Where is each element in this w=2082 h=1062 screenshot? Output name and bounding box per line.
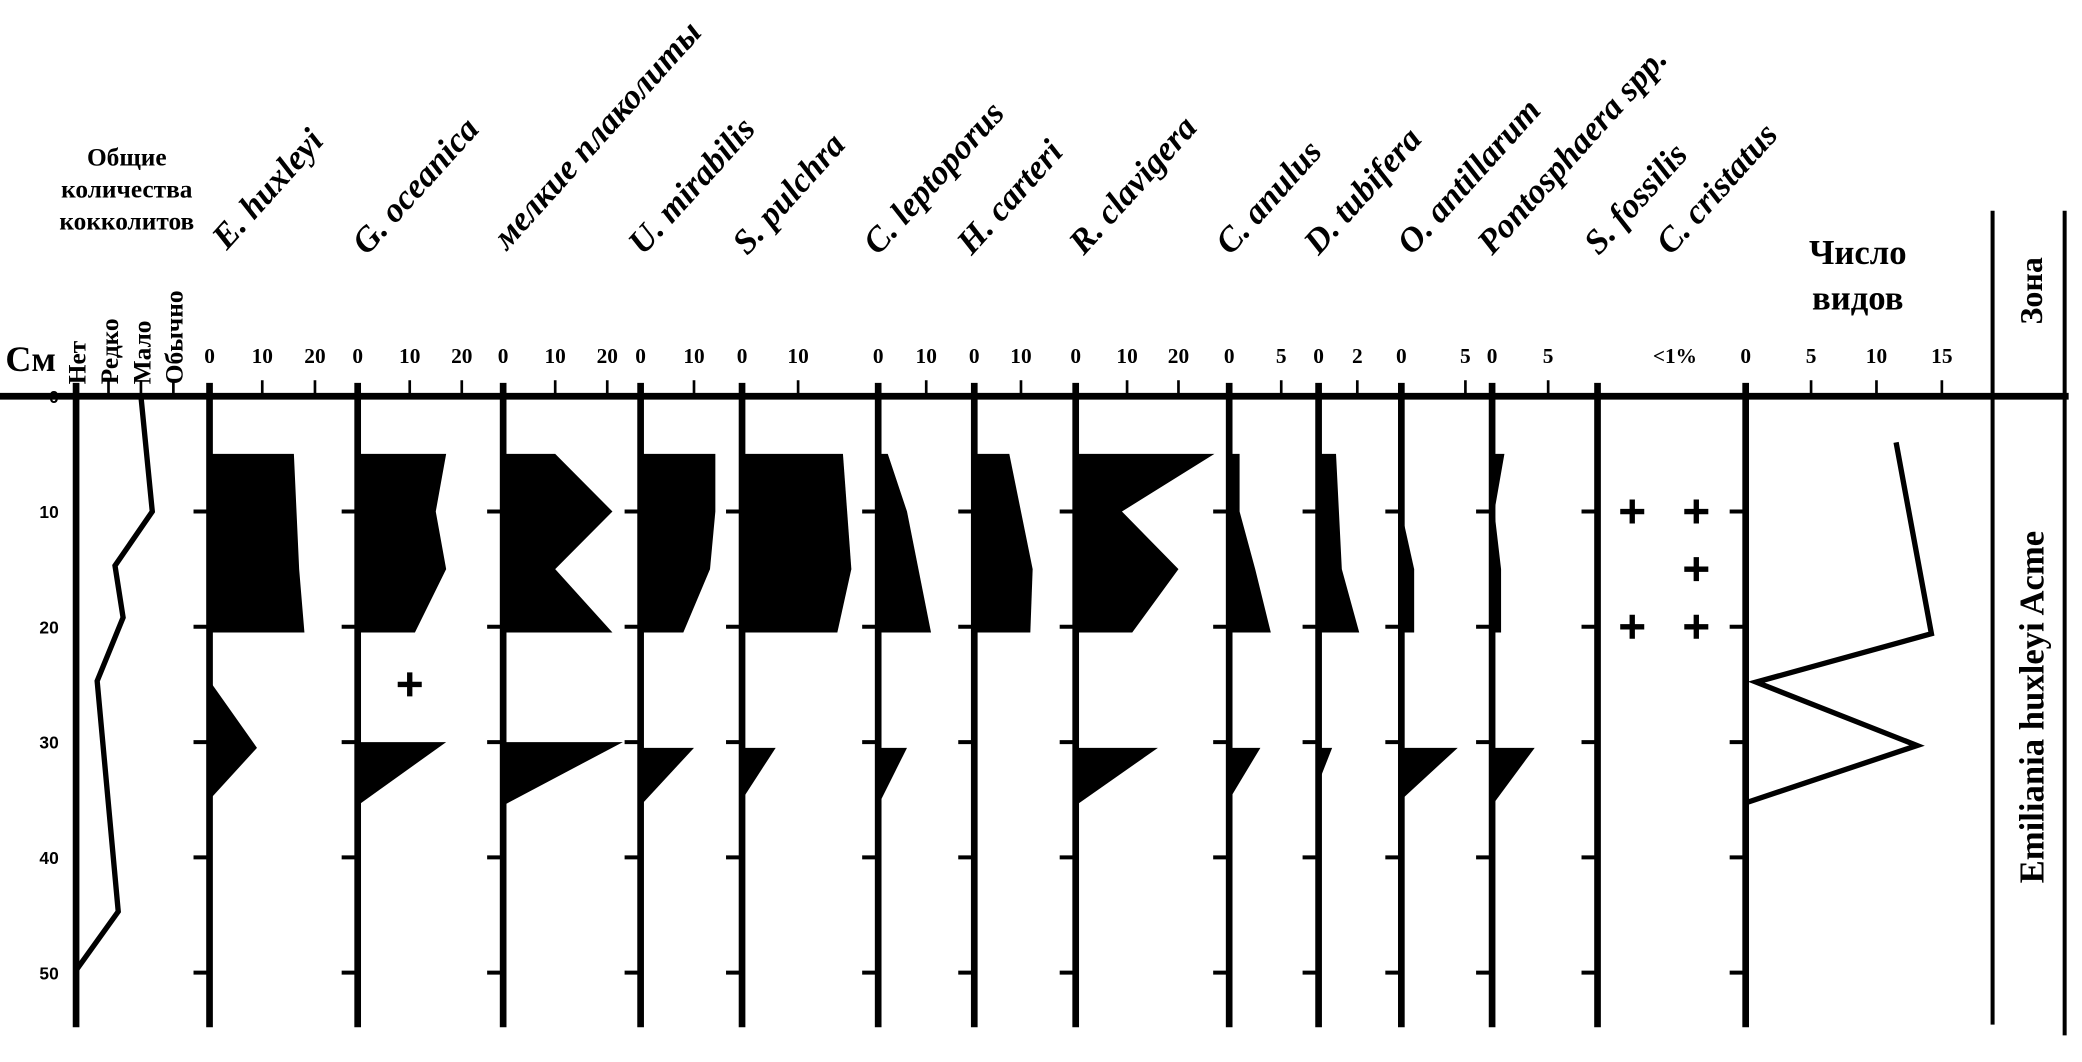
- taxon-scale-label: 0: [1487, 344, 1498, 368]
- taxon-scale-label: 20: [597, 344, 618, 368]
- taxon-scale-label: 2: [1352, 344, 1363, 368]
- taxon-scale-label: 10: [399, 344, 420, 368]
- chart-frame: Общие количества кокколитов См Число вид…: [5, 143, 2051, 883]
- taxon-scale-label: 20: [304, 344, 325, 368]
- abundance-area: [1492, 747, 1535, 806]
- taxon-label: E. huxleyi: [203, 121, 331, 257]
- abundance-area: [640, 453, 716, 633]
- taxon-scale-label: 10: [787, 344, 808, 368]
- depth-axis-label: См: [5, 339, 56, 379]
- species-scale-label: 0: [1740, 344, 1751, 368]
- species-count-title-1: Число: [1809, 233, 1907, 272]
- abundance-area: [503, 453, 613, 633]
- depth-tick-label: 30: [39, 733, 58, 753]
- presence-marker: [1620, 614, 1645, 639]
- zone-header: Зона: [2013, 257, 2049, 324]
- presence-marker: [1684, 557, 1709, 582]
- abundance-area: [1075, 453, 1215, 633]
- taxon-scale-label: 10: [683, 344, 704, 368]
- abundance-area: [357, 453, 447, 633]
- taxon-label: R. clavigera: [1060, 108, 1204, 262]
- abundance-level-label: Мало: [128, 321, 156, 385]
- abundance-curve: [73, 395, 156, 972]
- abundance-area: [974, 453, 1033, 633]
- abundance-area: [1318, 453, 1360, 633]
- zone-name: Emiliania huxleyi Acme: [2012, 531, 2051, 884]
- presence-marker: [1684, 499, 1709, 524]
- taxon-scale-label: 0: [1396, 344, 1407, 368]
- species-scale-label: 5: [1806, 344, 1817, 368]
- taxon-scale-label: 0: [873, 344, 884, 368]
- species-count-curve: [1747, 441, 1935, 805]
- taxon-scale-label: 10: [545, 344, 566, 368]
- abundance-title-3: кокколитов: [59, 207, 194, 235]
- taxon-scale-label: 10: [1010, 344, 1031, 368]
- abundance-area: [878, 453, 932, 633]
- taxon-scale-label: 10: [252, 344, 273, 368]
- species-count-title-2: видов: [1812, 279, 1903, 318]
- abundance-area: [742, 453, 852, 633]
- abundance-area: [1401, 511, 1415, 633]
- depth-tick-label: 50: [39, 963, 58, 983]
- abundance-title-1: Общие: [87, 143, 167, 171]
- presence-marker: [1684, 614, 1709, 639]
- abundance-level-label: Редко: [96, 318, 124, 384]
- abundance-area: [878, 747, 908, 806]
- taxon-label: G. oceanica: [344, 109, 486, 261]
- presence-marker: [1620, 499, 1645, 524]
- taxon-scale-label: 0: [1313, 344, 1324, 368]
- abundance-title-2: количества: [61, 175, 193, 203]
- depth-tick-label: 40: [39, 848, 58, 868]
- taxon-scale-label: 0: [969, 344, 980, 368]
- depth-tick-label: 0: [49, 387, 59, 407]
- depth-tick-label: 20: [39, 617, 58, 637]
- taxon-scale-label: 0: [498, 344, 509, 368]
- depth-tick-label: 10: [39, 502, 58, 522]
- taxon-scale-label: 0: [635, 344, 646, 368]
- taxon-scale-label: 0: [1224, 344, 1235, 368]
- abundance-level-label: Нет: [63, 340, 91, 384]
- taxon-scale-label: 10: [1116, 344, 1137, 368]
- taxon-scale-label: 20: [1168, 344, 1189, 368]
- taxon-scale-label: 0: [204, 344, 215, 368]
- abundance-area: [640, 747, 694, 806]
- species-scale-label: 10: [1866, 344, 1887, 368]
- species-scale-label: 15: [1931, 344, 1952, 368]
- abundance-area: [1075, 747, 1158, 806]
- taxon-scale-label: 5: [1276, 344, 1287, 368]
- rare-label: <1%: [1653, 344, 1697, 368]
- abundance-area: [1401, 747, 1458, 800]
- abundance-area: [503, 742, 623, 806]
- abundance-area: [1318, 747, 1333, 783]
- abundance-area: [209, 453, 305, 633]
- taxon-scale-label: 0: [352, 344, 363, 368]
- taxon-scale-label: 10: [916, 344, 937, 368]
- presence-marker: [397, 672, 422, 697]
- abundance-area: [1492, 453, 1505, 633]
- taxon-scale-label: 0: [1070, 344, 1081, 368]
- abundance-area: [1229, 453, 1271, 633]
- taxon-scale-label: 0: [737, 344, 748, 368]
- abundance-level-label: Обычно: [161, 291, 189, 385]
- taxon-scale-label: 5: [1460, 344, 1471, 368]
- abundance-area: [209, 684, 257, 800]
- taxon-scale-label: 5: [1543, 344, 1554, 368]
- abundance-area: [357, 742, 447, 806]
- abundance-area: [1229, 747, 1261, 800]
- taxon-scale-label: 20: [451, 344, 472, 368]
- abundance-area: [742, 747, 776, 800]
